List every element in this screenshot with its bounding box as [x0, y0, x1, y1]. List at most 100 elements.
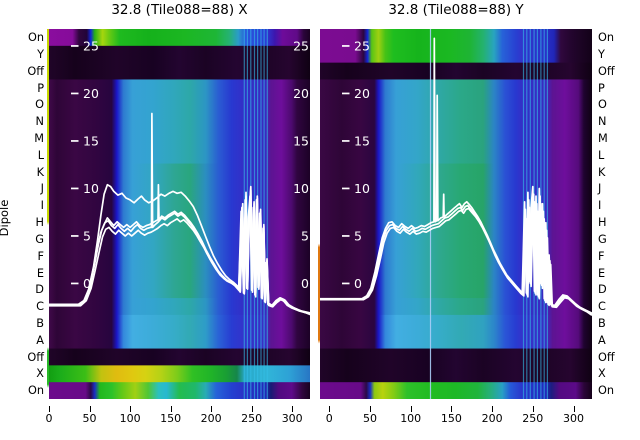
x-tick-mark	[329, 406, 331, 412]
heatmap-row-n-5	[49, 113, 310, 131]
dipole-label-right-off-2: Off	[598, 64, 615, 78]
heatmap-row-l-7	[49, 146, 310, 165]
dipole-label-left-on-0: On	[27, 31, 44, 44]
dipole-label-right-on-21: On	[598, 384, 615, 398]
dipole-label-left-j-9: J	[40, 182, 44, 196]
left-panel-title: 32.8 (Tile088=88) X	[111, 2, 248, 18]
x-tick-mark	[451, 406, 453, 412]
overlay-ytick-dash	[342, 92, 350, 95]
overlay-ytick-label-left: 20	[83, 86, 99, 101]
x-tick-label: 150	[160, 412, 182, 425]
x-tick-label: 100	[119, 412, 141, 425]
x-tick-label: 300	[281, 412, 303, 425]
overlay-ytick-dash	[71, 45, 79, 47]
spike-channel-line	[429, 29, 432, 399]
x-tick-mark	[410, 406, 412, 412]
dipole-power-curve-2	[320, 200, 592, 316]
overlay-ytick-label-right: 15	[293, 134, 309, 149]
x-tick-label: 200	[200, 412, 222, 425]
overlay-ytick-label-left: 15	[354, 134, 370, 149]
heatmap-row-i-10	[49, 197, 310, 215]
right-panel-title: 32.8 (Tile088=88) Y	[388, 2, 524, 18]
heatmap-row-b-17	[49, 314, 310, 333]
heatmap-row-off-19	[49, 348, 310, 366]
x-tick-mark	[292, 406, 294, 412]
overlay-ytick-label-left: 20	[354, 86, 370, 101]
dipole-label-left-e-14: E	[36, 266, 44, 280]
heatmap-row-on-21	[49, 382, 310, 399]
dipole-label-right-d-15: D	[598, 283, 607, 297]
dipole-label-left-g-12: G	[35, 232, 44, 246]
x-tick-label: 0	[325, 412, 333, 425]
x-tick-mark	[251, 406, 253, 412]
dipole-label-right-o-4: O	[598, 98, 607, 112]
x-tick-label: 150	[440, 412, 462, 425]
heatmap-row-k-8	[49, 163, 310, 181]
dipole-label-right-k-8: K	[598, 165, 606, 179]
overlay-ytick-label-left: 10	[83, 181, 99, 196]
dipole-label-left-k-8: K	[36, 165, 44, 179]
dipole-label-left-n-5: N	[35, 115, 44, 129]
right-panel-edge-line	[318, 29, 320, 399]
heatmap-panel-y: 25 20 15 10 5 0	[320, 29, 592, 399]
rfi-stripe	[246, 29, 248, 399]
dipole-label-left-o-4: O	[35, 98, 44, 112]
dipole-label-left-f-13: F	[37, 249, 45, 263]
dipole-power-curve-3	[49, 199, 310, 316]
x-tick-label: 100	[400, 412, 422, 425]
overlay-ytick-dash	[71, 187, 79, 190]
dipole-label-left-b-17: B	[36, 316, 44, 330]
heatmap-row-x-20	[49, 365, 310, 383]
x-tick-mark	[130, 406, 132, 412]
overlay-ytick-dash	[342, 140, 350, 142]
heatmap-row-x-20	[320, 365, 592, 383]
x-tick-label: 50	[363, 412, 377, 425]
dipole-label-right-h-11: H	[598, 216, 607, 229]
overlay-ytick-dash	[71, 235, 79, 237]
overlay-ytick-label-right: 10	[293, 181, 309, 196]
overlay-ytick-dash	[71, 92, 79, 95]
dipole-label-right-e-14: E	[598, 266, 606, 280]
dipole-label-right-b-17: B	[598, 316, 606, 330]
x-tick-mark	[573, 406, 575, 412]
x-tick-mark	[211, 406, 213, 412]
dipole-label-left-i-10: I	[40, 199, 44, 213]
dipole-label-right-j-9: J	[598, 182, 602, 196]
overlay-ytick-dash	[342, 282, 350, 285]
dipole-label-left-y-1: Y	[37, 47, 44, 61]
x-tick-mark	[49, 406, 50, 412]
heatmap-row-off-2	[49, 62, 310, 81]
dipole-label-right-p-3: P	[598, 81, 605, 95]
dipole-label-right-y-1: Y	[598, 47, 605, 61]
dipole-label-left-p-3: P	[37, 81, 44, 95]
x-tick-label: 0	[45, 412, 53, 425]
dipole-label-right-c-16: C	[598, 300, 606, 314]
overlay-ytick-label-left: 5	[83, 229, 91, 244]
overlay-ytick-dash	[71, 282, 79, 285]
overlay-ytick-dash	[342, 235, 350, 237]
x-tick-label: 250	[241, 412, 263, 425]
heatmap-panel-x: 25 25 20 20 15 15 10 10 5 5 0 0	[49, 29, 310, 399]
overlay-ytick-label-left: 25	[83, 39, 99, 54]
dipole-label-right-off-19: Off	[598, 350, 615, 364]
heatmap-row-f-13	[320, 247, 592, 266]
dipole-label-right-l-7: L	[598, 148, 605, 162]
dipole-label-left-off-2: Off	[27, 64, 44, 78]
dipole-label-right-x-20: X	[598, 367, 606, 381]
dipole-label-left-l-7: L	[37, 148, 44, 162]
dipole-label-left-on-21: On	[27, 384, 44, 398]
dipole-axis-label: Dipole	[0, 199, 11, 237]
x-tick-label: 200	[481, 412, 503, 425]
overlay-ytick-label-left: 0	[354, 276, 362, 291]
heatmap-row-n-5	[320, 113, 592, 131]
x-tick-mark	[492, 406, 494, 412]
dipole-label-right-i-10: I	[598, 199, 602, 213]
overlay-ytick-label-right: 5	[301, 229, 309, 244]
heatmap-svg-x: 25 25 20 20 15 15 10 10 5 5 0 0	[49, 29, 310, 399]
heatmap-row-l-7	[320, 146, 592, 165]
dipole-label-left-off-19: Off	[27, 350, 44, 364]
dipole-label-left-m-6: M	[34, 131, 44, 145]
heatmap-row-a-18	[49, 331, 310, 350]
left-panel-edge-line	[47, 29, 49, 399]
overlay-ytick-label-left: 5	[354, 229, 362, 244]
